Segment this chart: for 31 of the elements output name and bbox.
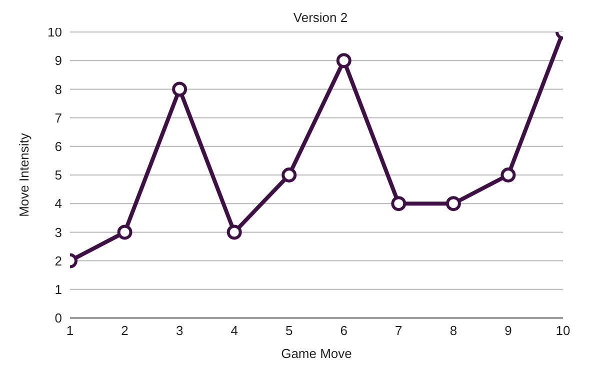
x-axis-title: Game Move <box>281 346 352 361</box>
chart-title: Version 2 <box>293 10 348 25</box>
point <box>446 196 461 212</box>
y-axis-title: Move Intensity <box>16 132 32 217</box>
y-tick-label: 2 <box>54 253 62 268</box>
x-tick-label: 7 <box>395 323 402 338</box>
x-tick-label: 4 <box>230 323 238 338</box>
x-tick-label: 9 <box>504 323 512 338</box>
y-tick-label: 6 <box>54 139 62 154</box>
y-tick-label: 4 <box>54 196 62 212</box>
point <box>282 168 297 182</box>
x-tick-label: 2 <box>121 323 128 338</box>
x-tick-label: 5 <box>285 323 293 338</box>
x-tick-label: 8 <box>450 323 458 338</box>
point <box>172 82 188 97</box>
point <box>336 53 352 68</box>
point <box>500 168 516 182</box>
x-tick-label: 6 <box>340 323 348 338</box>
y-tick-label: 5 <box>54 168 62 183</box>
point <box>391 196 406 212</box>
y-tick-label: 1 <box>54 282 62 298</box>
y-tick-label: 9 <box>54 53 62 68</box>
y-tick-label: 3 <box>54 224 62 240</box>
y-tick-label: 0 <box>54 310 62 326</box>
x-tick-label: 3 <box>176 323 184 338</box>
y-tick-label: 7 <box>54 110 62 126</box>
x-tick-label: 10 <box>556 323 570 338</box>
point <box>117 224 132 240</box>
x-tick-label: 1 <box>66 323 74 338</box>
point <box>226 224 242 240</box>
y-tick-label: 8 <box>54 82 62 97</box>
